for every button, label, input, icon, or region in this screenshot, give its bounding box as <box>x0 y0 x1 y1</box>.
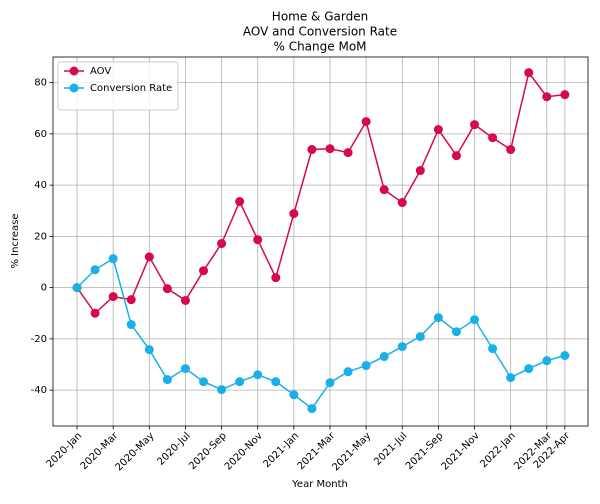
data-point <box>235 377 245 387</box>
data-point <box>433 125 443 135</box>
data-point <box>162 284 172 294</box>
legend-label: AOV <box>90 66 111 77</box>
data-point <box>253 370 263 380</box>
data-point <box>415 332 425 342</box>
data-point <box>524 68 534 78</box>
data-point <box>108 292 118 302</box>
chart-title: Home & Garden <box>272 10 368 24</box>
data-point <box>397 198 407 208</box>
y-tick-label: 80 <box>34 78 47 89</box>
plot-frame <box>52 56 589 427</box>
x-axis-label: Year Month <box>291 479 348 490</box>
y-tick-label: 0 <box>41 283 47 294</box>
data-point <box>144 252 154 262</box>
data-point <box>470 120 480 130</box>
series-line <box>76 70 565 315</box>
chart-title: AOV and Conversion Rate <box>243 25 397 39</box>
y-tick-label: -40 <box>31 385 47 396</box>
data-point <box>325 144 335 154</box>
series-line <box>76 257 566 410</box>
data-point <box>325 378 335 388</box>
legend-marker <box>69 83 79 93</box>
data-point <box>307 145 317 155</box>
data-point <box>253 235 263 245</box>
data-point <box>289 209 299 219</box>
legend: AOV Conversion Rate <box>57 61 179 111</box>
data-point <box>199 377 209 387</box>
data-point <box>90 308 100 318</box>
data-point <box>415 166 425 176</box>
data-point <box>488 344 498 354</box>
data-point <box>90 265 100 275</box>
data-point <box>343 367 353 377</box>
data-point <box>397 342 407 352</box>
data-point <box>506 145 516 155</box>
data-point <box>307 404 317 414</box>
y-tick-label: 40 <box>34 180 47 191</box>
data-point <box>433 313 443 323</box>
data-point <box>506 373 516 383</box>
chart-title: % Change MoM <box>273 40 366 54</box>
data-point <box>379 185 389 195</box>
data-point <box>451 151 461 161</box>
legend-box <box>57 61 179 111</box>
data-point <box>560 90 570 100</box>
legend-marker <box>69 66 79 76</box>
data-point <box>379 352 389 362</box>
data-point <box>343 148 353 158</box>
data-point <box>72 283 82 293</box>
y-tick-label: 20 <box>34 231 47 242</box>
y-tick-label: 60 <box>34 129 47 140</box>
y-axis-label: % Increase <box>10 214 21 269</box>
data-point <box>542 92 552 102</box>
data-point <box>144 345 154 355</box>
data-point <box>289 390 299 400</box>
data-point <box>217 385 227 395</box>
data-point <box>361 117 371 127</box>
data-point <box>470 315 480 325</box>
data-point <box>361 361 371 371</box>
data-point <box>560 351 570 361</box>
data-point <box>180 364 190 374</box>
data-point <box>126 295 136 305</box>
data-point <box>271 377 281 387</box>
data-point <box>162 375 172 385</box>
data-point <box>524 364 534 374</box>
data-point <box>199 266 209 276</box>
data-point <box>235 197 245 207</box>
data-point <box>542 356 552 366</box>
data-point <box>488 133 498 143</box>
data-point <box>217 239 227 249</box>
data-point <box>108 254 118 264</box>
data-point <box>126 320 136 330</box>
data-point <box>271 273 281 283</box>
data-point <box>180 295 190 305</box>
data-point <box>451 327 461 337</box>
legend-label: Conversion Rate <box>90 83 172 94</box>
y-tick-label: -20 <box>31 334 47 345</box>
